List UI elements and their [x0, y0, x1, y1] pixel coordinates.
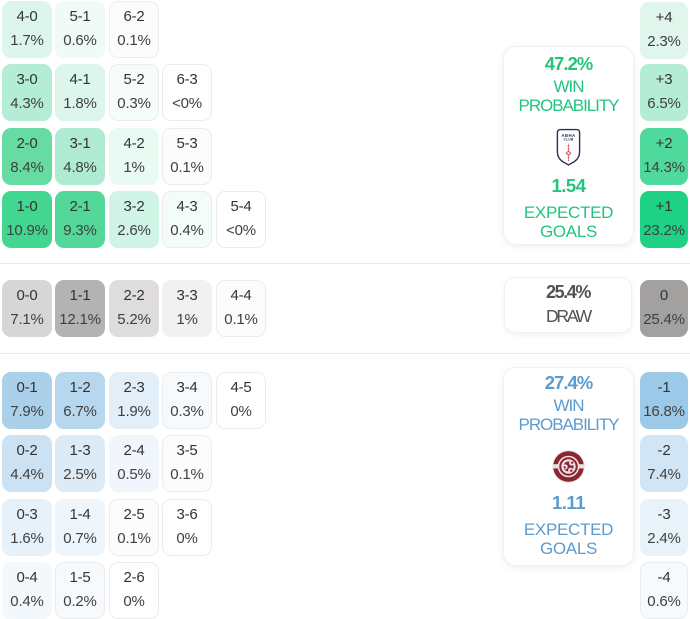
svg-text:CLUB: CLUB: [563, 138, 573, 142]
svg-text:ABHA: ABHA: [561, 133, 576, 138]
